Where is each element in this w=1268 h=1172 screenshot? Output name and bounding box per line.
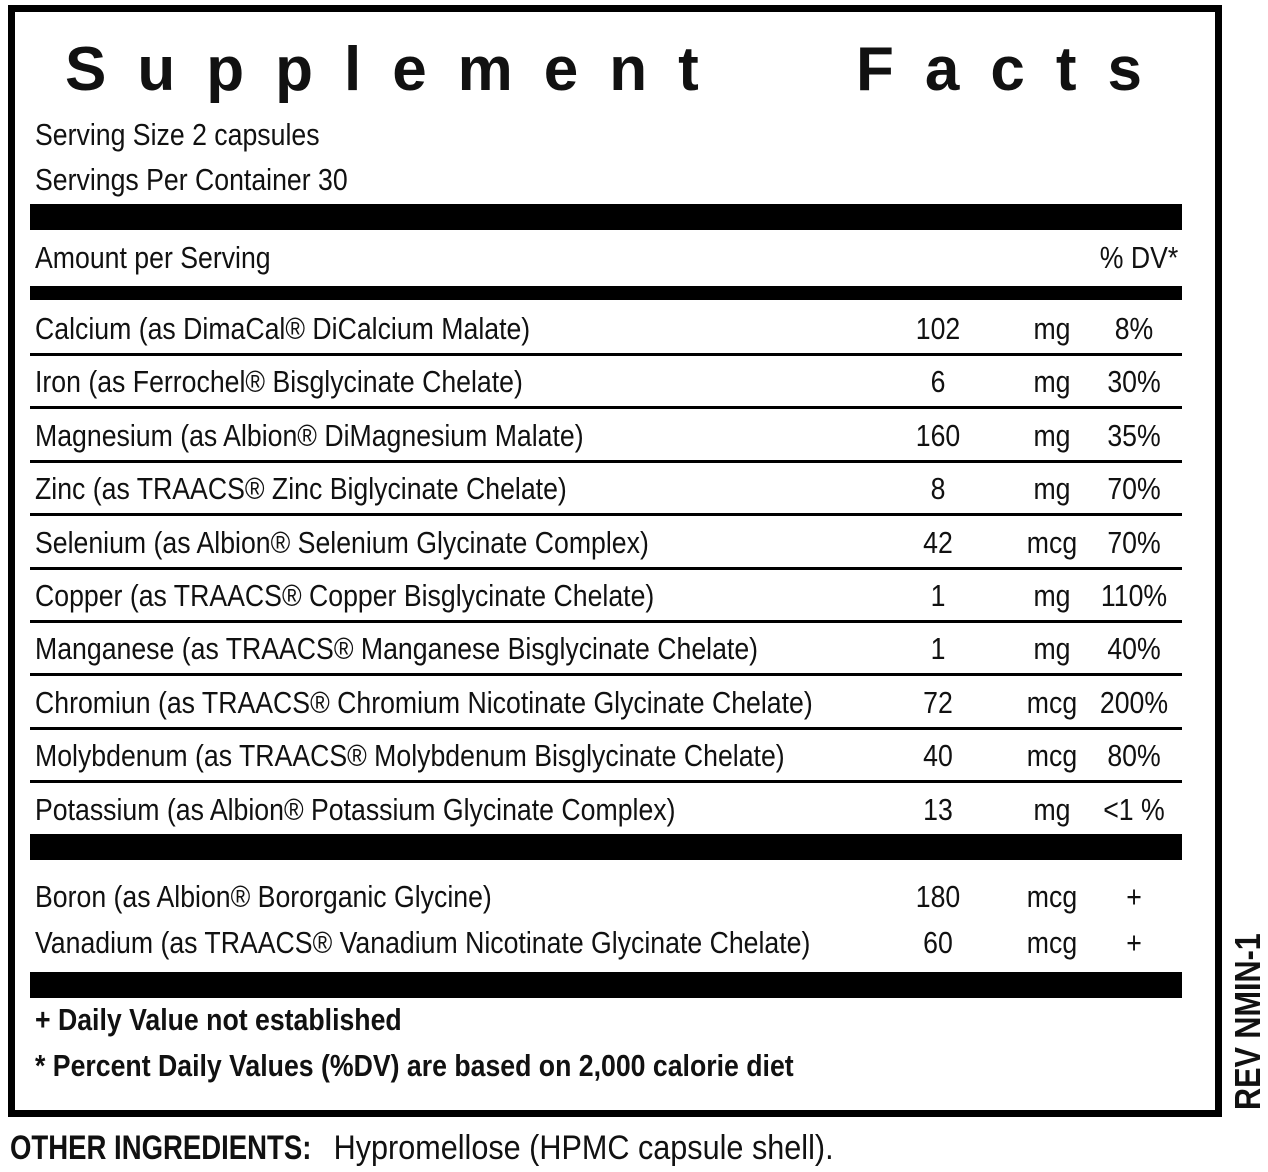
panel-title: Supplement Facts xyxy=(65,35,1173,104)
nutrient-dv: 110% xyxy=(1100,578,1168,613)
nutrient-row: Copper (as TRAACS® Copper Bisglycinate C… xyxy=(0,578,1268,614)
nutrient-name: Zinc (as TRAACS® Zinc Biglycinate Chelat… xyxy=(35,471,567,507)
nutrient-amount: 60 xyxy=(923,925,953,960)
nutrient-amount: 42 xyxy=(923,524,953,560)
nutrient-row: Molybdenum (as TRAACS® Molybdenum Bisgly… xyxy=(0,738,1268,774)
nutrient-amount: 160 xyxy=(915,417,961,453)
nutrient-amount: 13 xyxy=(923,791,953,827)
nutrient-unit: mg xyxy=(1033,311,1071,346)
row-divider xyxy=(30,726,1182,730)
nutrient-amount: 1 xyxy=(930,578,946,613)
row-divider xyxy=(30,620,1182,623)
nutrient-unit: mcg xyxy=(1026,925,1078,960)
nutrient-unit: mg xyxy=(1033,578,1071,613)
nutrient-dv: + xyxy=(1126,925,1142,960)
nutrient-name: Boron (as Albion® Bororganic Glycine) xyxy=(35,879,492,914)
nutrient-name: Vanadium (as TRAACS® Vanadium Nicotinate… xyxy=(35,925,811,960)
row-divider xyxy=(30,780,1182,784)
nutrient-unit: mg xyxy=(1033,631,1071,667)
amount-per-serving-label: Amount per Serving xyxy=(35,240,271,275)
nutrient-dv: 35% xyxy=(1107,417,1161,453)
nutrient-name: Copper (as TRAACS® Copper Bisglycinate C… xyxy=(35,578,655,613)
divider-bar xyxy=(30,972,1182,998)
row-divider xyxy=(30,406,1182,410)
revision-code: REV NMIN-1 xyxy=(1227,933,1268,1110)
nutrient-name: Potassium (as Albion® Potassium Glycinat… xyxy=(35,791,676,827)
nutrient-unit: mcg xyxy=(1026,738,1078,774)
other-ingredients: OTHER INGREDIENTS: Hypromellose (HPMC ca… xyxy=(10,1128,834,1168)
nutrient-row: Boron (as Albion® Bororganic Glycine) 180… xyxy=(0,879,1268,915)
nutrient-row: Chromiun (as TRAACS® Chromium Nicotinate… xyxy=(0,685,1268,721)
nutrient-name: Calcium (as DimaCal® DiCalcium Malate) xyxy=(35,311,531,346)
supplement-facts-panel xyxy=(8,5,1222,1117)
nutrient-dv: 70% xyxy=(1107,471,1161,507)
divider-bar xyxy=(30,834,1182,860)
nutrient-row: Manganese (as TRAACS® Manganese Bisglyci… xyxy=(0,631,1268,667)
nutrient-unit: mg xyxy=(1033,791,1071,827)
nutrient-amount: 72 xyxy=(923,684,953,720)
nutrient-dv: <1 % xyxy=(1103,791,1165,827)
nutrient-amount: 40 xyxy=(923,738,953,774)
nutrient-dv: 70% xyxy=(1107,524,1161,560)
nutrient-row: Zinc (as TRAACS® Zinc Biglycinate Chelat… xyxy=(0,471,1268,507)
nutrient-amount: 6 xyxy=(930,364,946,400)
nutrient-dv: 8% xyxy=(1114,311,1154,346)
serving-size: Serving Size 2 capsules xyxy=(35,117,320,152)
nutrient-amount: 180 xyxy=(915,879,961,914)
nutrient-row: Magnesium (as Albion® DiMagnesium Malate… xyxy=(0,418,1268,454)
row-divider xyxy=(30,459,1182,463)
row-divider xyxy=(30,566,1182,570)
divider-bar xyxy=(30,286,1182,300)
nutrient-row: Selenium (as Albion® Selenium Glycinate … xyxy=(0,525,1268,561)
nutrient-name: Selenium (as Albion® Selenium Glycinate … xyxy=(35,524,649,560)
nutrient-amount: 8 xyxy=(930,471,946,507)
nutrient-name: Iron (as Ferrochel® Bisglycinate Chelate… xyxy=(35,364,523,400)
nutrient-amount: 1 xyxy=(930,631,946,667)
nutrient-unit: mg xyxy=(1033,364,1071,400)
nutrient-name: Manganese (as TRAACS® Manganese Bisglyci… xyxy=(35,631,759,667)
nutrient-dv: 40% xyxy=(1107,631,1161,667)
nutrient-dv: 80% xyxy=(1107,738,1161,774)
nutrient-row: Calcium (as DimaCal® DiCalcium Malate) 10… xyxy=(0,311,1268,347)
nutrient-unit: mcg xyxy=(1026,684,1078,720)
nutrient-dv: 200% xyxy=(1099,684,1169,720)
nutrient-amount: 102 xyxy=(915,311,961,346)
row-divider xyxy=(30,353,1182,356)
servings-per-container: Servings Per Container 30 xyxy=(35,162,348,197)
nutrient-unit: mg xyxy=(1033,417,1071,453)
other-ingredients-text: Hypromellose (HPMC capsule shell). xyxy=(325,1129,834,1167)
nutrient-name: Magnesium (as Albion® DiMagnesium Malate… xyxy=(35,417,584,453)
nutrient-dv: + xyxy=(1126,879,1142,914)
dv-header: % DV* xyxy=(1099,240,1178,275)
footnote-dv-not-established: + Daily Value not established xyxy=(35,1002,402,1037)
nutrient-row: Vanadium (as TRAACS® Vanadium Nicotinate… xyxy=(0,925,1268,961)
nutrient-name: Molybdenum (as TRAACS® Molybdenum Bisgly… xyxy=(35,738,785,774)
footnote-percent-dv: * Percent Daily Values (%DV) are based o… xyxy=(35,1048,794,1083)
divider-bar xyxy=(30,204,1182,230)
nutrient-unit: mcg xyxy=(1026,879,1078,914)
row-divider xyxy=(30,673,1182,677)
nutrient-row: Iron (as Ferrochel® Bisglycinate Chelate… xyxy=(0,364,1268,400)
nutrient-unit: mcg xyxy=(1026,524,1078,560)
other-ingredients-label: OTHER INGREDIENTS: xyxy=(10,1129,312,1167)
nutrient-name: Chromiun (as TRAACS® Chromium Nicotinate… xyxy=(35,684,813,720)
nutrient-dv: 30% xyxy=(1107,364,1161,400)
nutrient-row: Potassium (as Albion® Potassium Glycinat… xyxy=(0,792,1268,828)
row-divider xyxy=(30,513,1182,517)
nutrient-unit: mg xyxy=(1033,471,1071,507)
